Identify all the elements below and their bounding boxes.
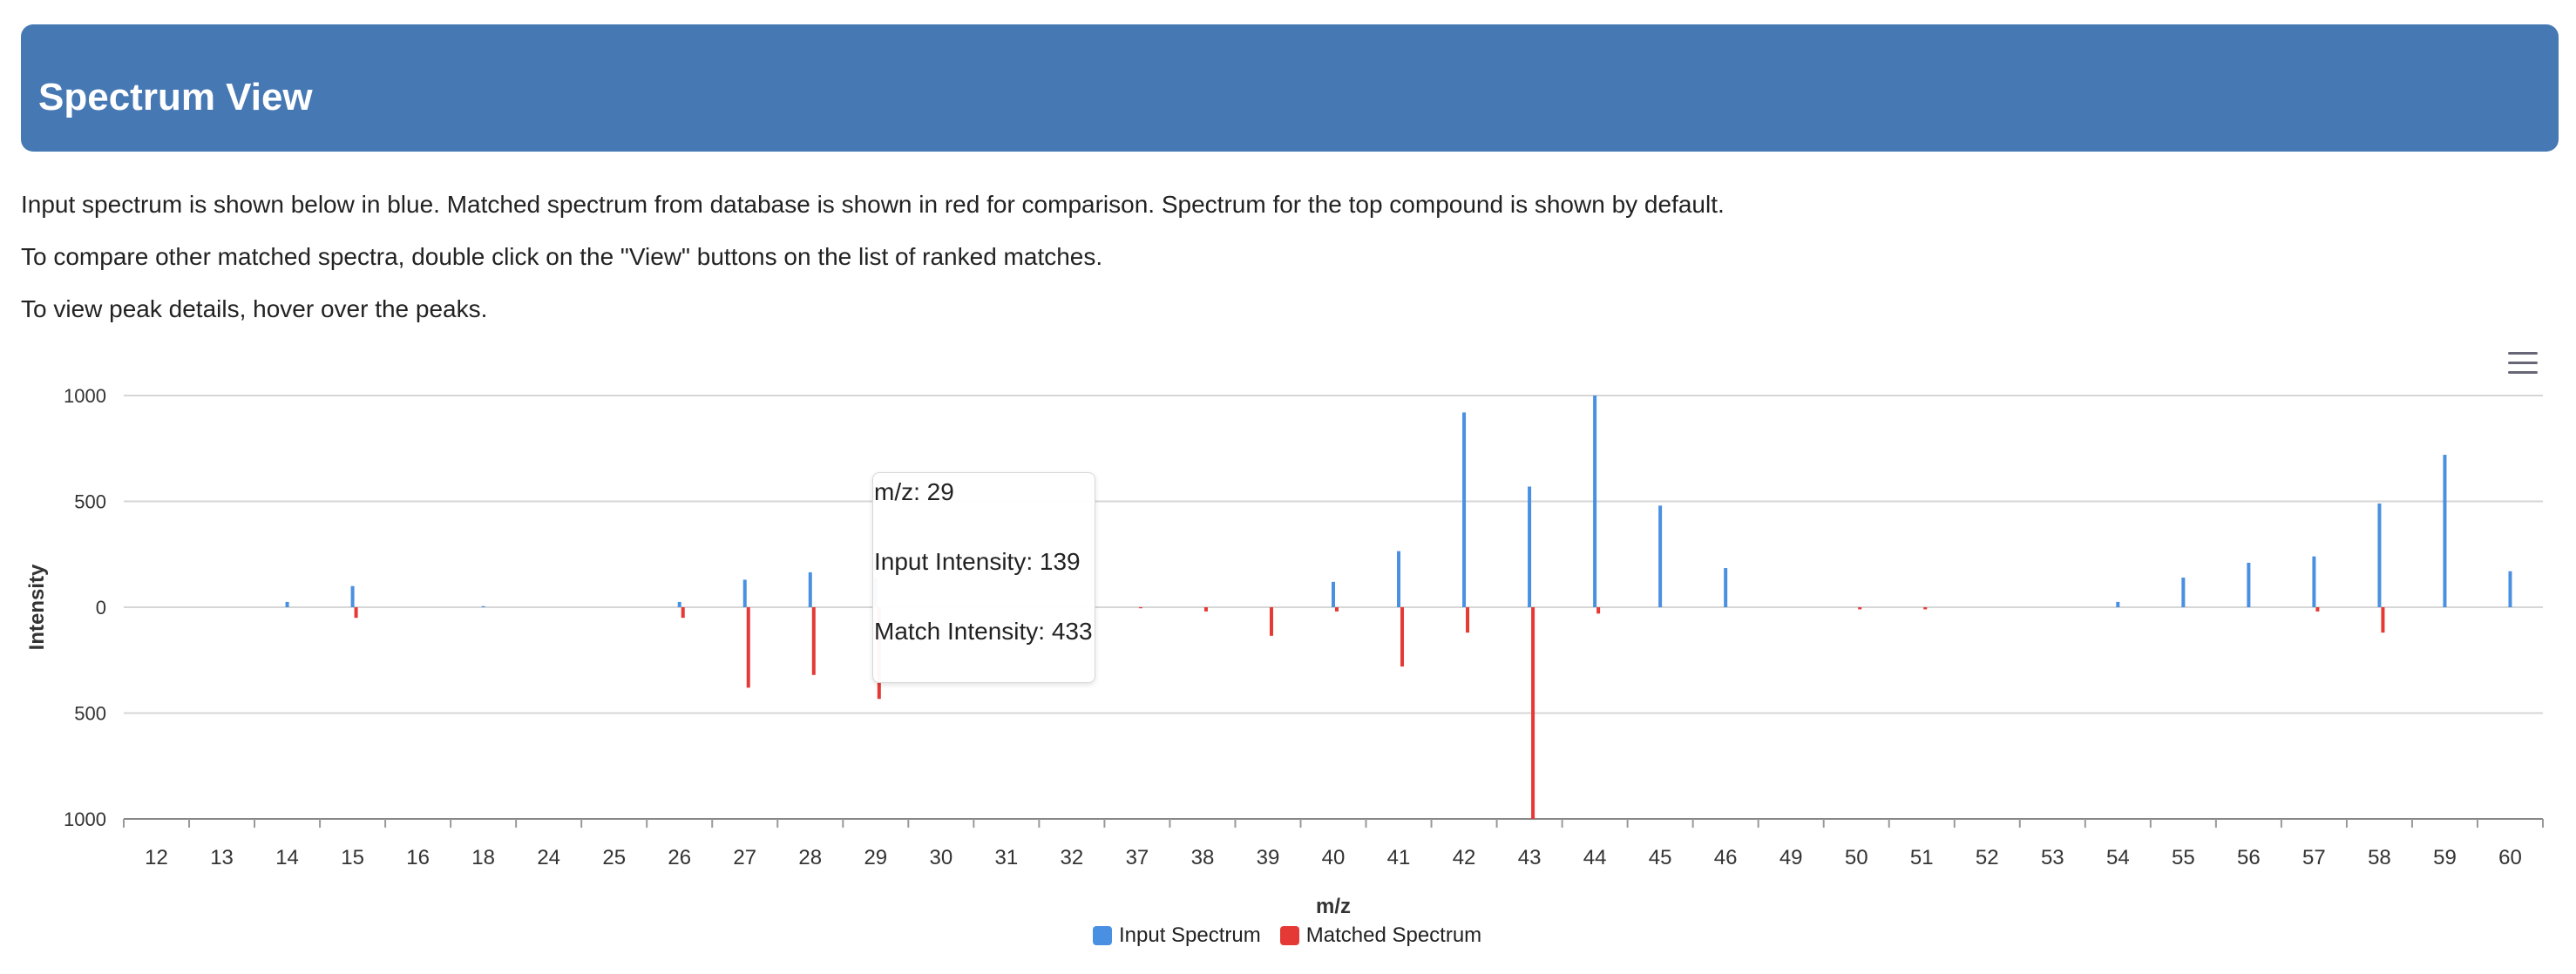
x-tick-label: 29 — [864, 846, 887, 869]
x-tick-label: 24 — [537, 846, 560, 869]
match-peak-bar — [1400, 607, 1405, 667]
input-peak-bar — [2443, 455, 2447, 607]
input-peak-bar — [285, 601, 289, 607]
input-peak-bar — [808, 572, 812, 607]
x-tick-label: 52 — [1976, 846, 1999, 869]
input-peak-bar — [1462, 412, 1467, 607]
x-tick-label: 12 — [145, 846, 168, 869]
y-tick-label: 500 — [74, 703, 106, 725]
input-peak-bar — [2116, 601, 2120, 607]
x-tick-label: 55 — [2172, 846, 2195, 869]
legend-matched-spectrum[interactable]: Matched Spectrum — [1279, 923, 1482, 948]
input-peak-bar — [1528, 486, 1532, 607]
x-tick-label: 59 — [2433, 846, 2457, 869]
x-tick-label: 27 — [733, 846, 756, 869]
x-tick-label: 16 — [406, 846, 430, 869]
y-axis-title: Intensity — [25, 564, 49, 650]
x-tick-label: 43 — [1518, 846, 1542, 869]
x-tick-label: 28 — [798, 846, 822, 869]
input-peak-bar — [2312, 556, 2316, 607]
input-peak-bar — [2181, 577, 2186, 607]
x-tick-label: 50 — [1845, 846, 1868, 869]
x-tick-label: 44 — [1583, 846, 1607, 869]
match-peak-bar — [811, 607, 816, 675]
legend-label-input: Input Spectrum — [1119, 923, 1261, 947]
match-peak-bar — [1466, 607, 1470, 633]
intro-line-3: To view peak details, hover over the pea… — [21, 295, 488, 322]
match-peak-bar — [1138, 607, 1142, 609]
input-peak-bar — [2247, 562, 2251, 607]
match-peak-bar — [1858, 607, 1862, 610]
x-tick-label: 25 — [602, 846, 626, 869]
legend-swatch-input — [1093, 926, 1112, 945]
x-tick-label: 31 — [995, 846, 1019, 869]
x-tick-label: 46 — [1714, 846, 1738, 869]
y-tick-label: 1000 — [64, 385, 106, 407]
input-peak-bar — [677, 601, 681, 607]
x-tick-label: 53 — [2041, 846, 2064, 869]
x-tick-label: 40 — [1322, 846, 1346, 869]
legend-label-match: Matched Spectrum — [1305, 923, 1482, 947]
input-peak-bar — [350, 585, 355, 607]
intro-line-1: Input spectrum is shown below in blue. M… — [21, 191, 1725, 218]
match-peak-bar — [681, 607, 685, 619]
match-peak-bar — [2315, 607, 2320, 612]
input-peak-bar — [1724, 568, 1728, 607]
x-tick-label: 13 — [210, 846, 234, 869]
x-tick-label: 39 — [1257, 846, 1280, 869]
x-tick-label: 18 — [471, 846, 495, 869]
header-bar: Spectrum View — [21, 24, 2559, 152]
x-axis-title: m/z — [1316, 895, 1351, 915]
x-tick-label: 42 — [1453, 846, 1476, 869]
match-peak-bar — [746, 607, 750, 688]
input-peak-bar — [2508, 571, 2512, 607]
tooltip-mz: m/z: 29 — [874, 478, 954, 505]
tooltip-match-intensity: Match Intensity: 433 — [874, 618, 1093, 645]
input-peak-bar — [481, 605, 485, 607]
match-peak-bar — [1203, 607, 1208, 612]
input-peak-bar — [742, 579, 747, 607]
x-tick-label: 57 — [2302, 846, 2326, 869]
match-peak-bar — [1923, 607, 1928, 610]
x-tick-label: 37 — [1126, 846, 1149, 869]
peak-tooltip: m/z: 29 Input Intensity: 139 Match Inten… — [872, 472, 1095, 683]
input-peak-bar — [1397, 551, 1401, 607]
x-tick-label: 58 — [2368, 846, 2391, 869]
x-tick-label: 15 — [341, 846, 364, 869]
match-peak-bar — [1269, 607, 1273, 636]
x-tick-label: 26 — [668, 846, 691, 869]
chart-legend: Input Spectrum Matched Spectrum — [1093, 923, 1501, 948]
page-title: Spectrum View — [38, 76, 313, 118]
spectrum-chart: 1000 500 0 500 1000 12 13 14 15 16 18 24 25 26 27 28 29 3… — [25, 385, 2544, 915]
input-peak-bar — [1332, 581, 1335, 607]
x-tick-label: 54 — [2106, 846, 2130, 869]
x-tick-label: 51 — [1910, 846, 1934, 869]
tooltip-input-intensity: Input Intensity: 139 — [874, 548, 1081, 575]
intro-line-2: To compare other matched spectra, double… — [21, 243, 1103, 270]
match-peak-bar — [1596, 607, 1601, 614]
x-tick-label: 30 — [929, 846, 952, 869]
match-peak-bar — [1531, 607, 1535, 819]
legend-input-spectrum[interactable]: Input Spectrum — [1093, 923, 1261, 948]
input-peak-bar — [1658, 505, 1663, 607]
match-peak-bar — [2381, 607, 2385, 633]
y-tick-label: 1000 — [64, 808, 106, 830]
y-tick-label: 0 — [96, 597, 106, 619]
y-tick-label: 500 — [74, 491, 106, 513]
x-tick-label: 60 — [2498, 846, 2522, 869]
input-peak-bar — [1593, 396, 1597, 607]
legend-swatch-match — [1279, 926, 1299, 945]
x-tick-label: 32 — [1061, 846, 1084, 869]
x-tick-label: 38 — [1191, 846, 1215, 869]
x-tick-label: 49 — [1779, 846, 1803, 869]
x-tick-label: 41 — [1387, 846, 1411, 869]
x-tick-label: 56 — [2237, 846, 2261, 869]
x-tick-label: 45 — [1649, 846, 1672, 869]
match-peak-bar — [1335, 607, 1339, 612]
match-peak-bar — [354, 607, 358, 619]
input-peak-bar — [2377, 503, 2382, 607]
x-tick-label: 14 — [275, 846, 299, 869]
chart-menu-icon[interactable] — [2508, 352, 2538, 378]
